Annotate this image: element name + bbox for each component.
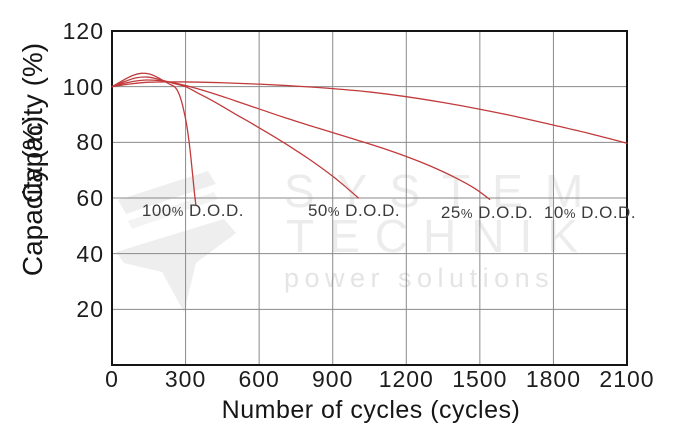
x-tick-600: 600 <box>238 366 280 392</box>
series-label-100-percent-dod: 100% D.O.D. <box>141 201 244 221</box>
curve-50-percent-dod <box>111 76 360 199</box>
watermark-text-line3: power solutions <box>284 263 555 293</box>
curve-25-percent-dod <box>111 79 491 201</box>
y-tick-100: 100 <box>62 73 104 100</box>
x-tick-1200: 1200 <box>378 366 434 392</box>
y-axis-label-duplicate: Capacity (%) <box>17 115 48 277</box>
y-tick-20: 20 <box>76 296 104 323</box>
x-tick-2100: 2100 <box>599 366 655 392</box>
y-tick-40: 40 <box>76 240 104 267</box>
curve-100-percent-dod <box>111 72 197 206</box>
y-tick-60: 60 <box>76 185 104 211</box>
x-axis-label: Number of cycles (cycles) <box>221 396 521 424</box>
series-label-25-percent-dod: 25% D.O.D. <box>440 203 534 223</box>
curve-10-percent-dod <box>111 81 628 144</box>
y-tick-120: 120 <box>62 18 104 44</box>
x-tick-900: 900 <box>312 366 354 392</box>
watermark-text-line1: SYSTEM <box>284 165 606 217</box>
series-label-50-percent-dod: 50% D.O.D. <box>307 201 401 221</box>
y-tick-80: 80 <box>76 129 104 156</box>
plot-border <box>111 30 628 366</box>
x-tick-0: 0 <box>105 366 119 392</box>
x-tick-1500: 1500 <box>452 366 508 392</box>
x-tick-1800: 1800 <box>525 366 581 392</box>
series-label-10-percent-dod: 10% D.O.D. <box>543 203 637 223</box>
x-tick-300: 300 <box>164 366 207 392</box>
